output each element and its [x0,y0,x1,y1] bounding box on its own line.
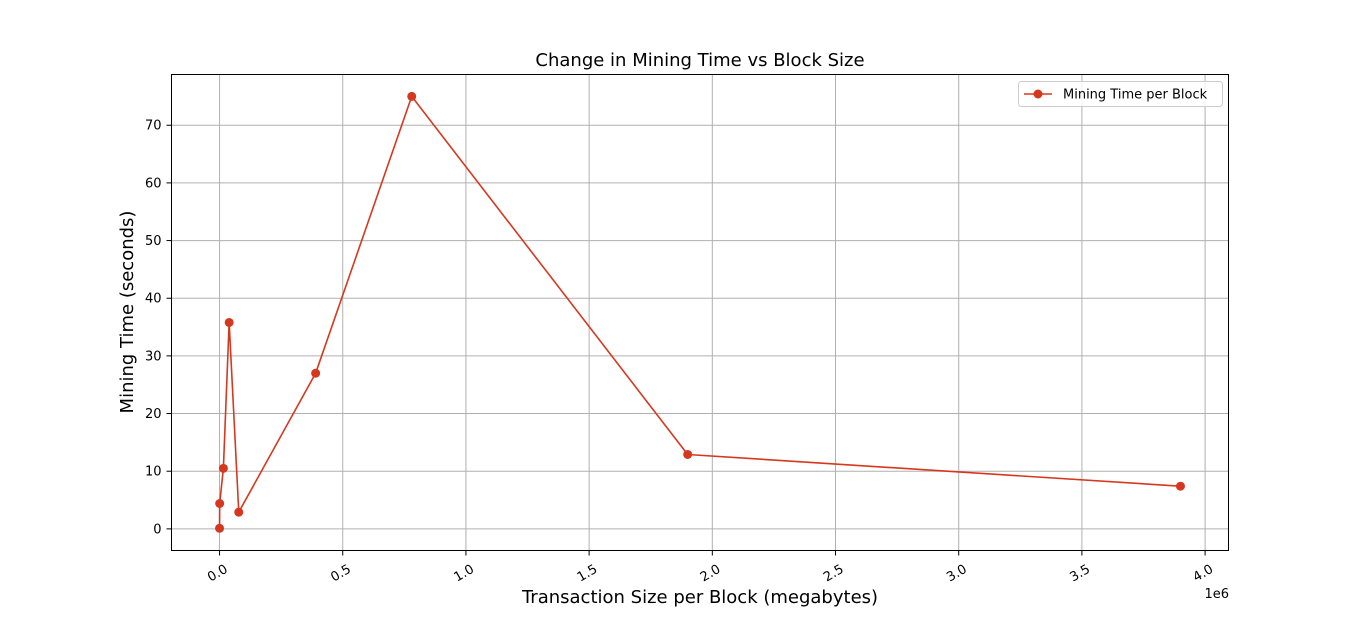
x-axis-label: Transaction Size per Block (megabytes) [521,587,878,608]
data-point [1175,481,1185,491]
x-tick-label: 3.0 [944,562,969,585]
x-tick-label: 3.5 [1067,562,1092,585]
y-tick-label: 70 [145,119,162,134]
series-layer [215,91,1185,533]
plot-frame [171,74,1229,551]
data-point [311,368,321,378]
x-axis-offset-label: 1e6 [1204,587,1229,602]
chart-title: Change in Mining Time vs Block Size [535,50,864,71]
y-tick-label: 40 [145,292,162,307]
data-point [683,449,693,459]
x-tick-label: 0.5 [328,562,353,585]
legend-entry-label: Mining Time per Block [1063,88,1208,103]
legend-box [1018,81,1223,107]
y-tick-label: 50 [145,234,162,249]
data-point [407,91,417,101]
ticks: 0.0 0.5 1.0 1.5 2.0 2.5 3.0 3.5 4.0 0 10 20 30 40 50 60… [145,119,1216,586]
data-point [215,523,225,533]
y-tick-label: 0 [153,522,161,537]
x-tick-label: 1.5 [575,562,600,585]
legend-point-marker [1033,89,1043,99]
x-tick-label: 2.5 [821,562,846,585]
data-point [218,463,228,473]
data-point [224,317,234,327]
y-tick-label: 10 [145,465,162,480]
x-tick-label: 4.0 [1191,562,1216,585]
y-tick-label: 60 [145,176,162,191]
legend: Mining Time per Block [1018,81,1223,107]
x-tick-label: 1.0 [452,562,477,585]
y-axis-label: Mining Time (seconds) [117,211,138,414]
series-line [218,95,1181,529]
x-tick-label: 2.0 [698,562,723,585]
data-point [215,499,225,509]
y-tick-label: 30 [145,349,162,364]
y-tick-label: 20 [145,407,162,422]
x-tick-label: 0.0 [205,562,230,585]
grid [171,74,1229,551]
data-point [234,507,244,517]
